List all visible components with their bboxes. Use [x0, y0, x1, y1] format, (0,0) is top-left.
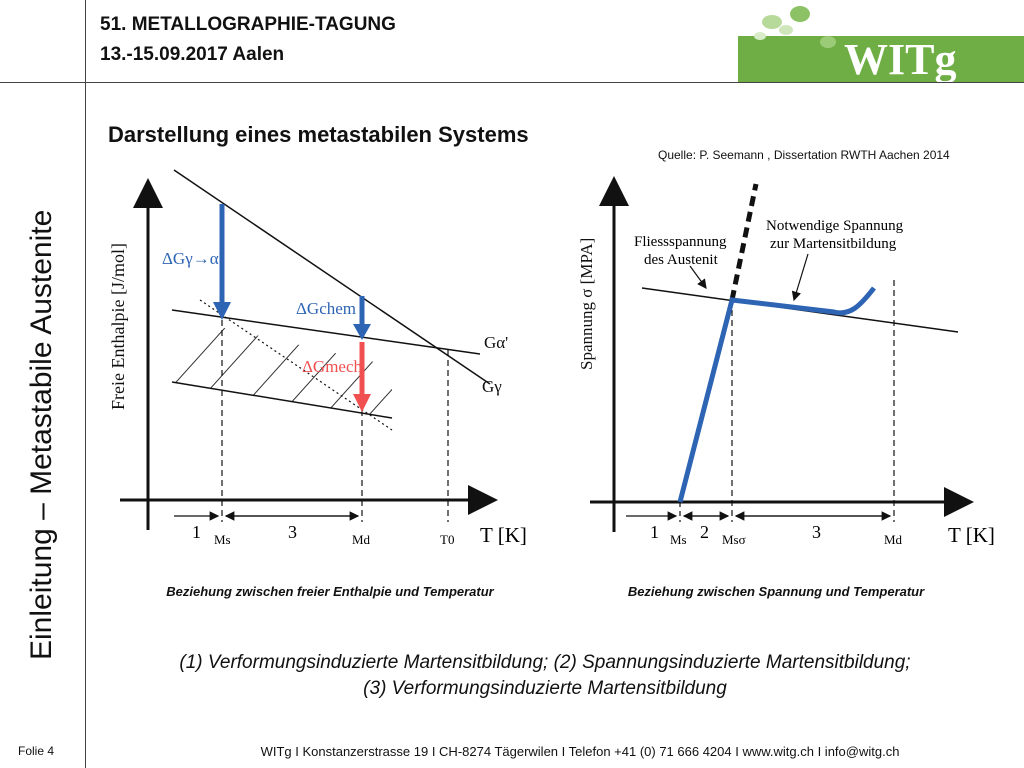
needed-stress-label-1: Notwendige Spannung: [766, 218, 904, 234]
region-2-label: 2: [700, 522, 709, 542]
y-axis-label: Freie Enthalpie [J/mol]: [108, 243, 128, 410]
caption-right: Beziehung zwischen Spannung und Temperat…: [627, 584, 925, 599]
source-note: Quelle: P. Seemann , Dissertation RWTH A…: [658, 148, 950, 162]
conference-title: 51. METALLOGRAPHIE-TAGUNG: [100, 14, 396, 35]
tick-ms: Ms: [214, 532, 231, 547]
g-alpha-label: Gα': [484, 333, 508, 352]
caption-left: Beziehung zwischen freier Enthalpie und …: [166, 584, 494, 599]
stress-diagram: Spannung σ [MPA] Fliessspannung des Aust…: [577, 176, 995, 547]
page-title: Darstellung eines metastabilen Systems: [108, 122, 529, 147]
g-gamma-label: Gγ: [482, 377, 502, 396]
region-3-label: 3: [812, 522, 821, 542]
tick-md: Md: [352, 532, 371, 547]
tick-t0: T0: [440, 532, 454, 547]
region-1-label: 1: [192, 522, 201, 542]
yield-label-1: Fliessspannung: [634, 234, 727, 250]
g-gamma-lower-line: [171, 381, 393, 419]
region-3-label: 3: [288, 522, 297, 542]
tick-ms-sigma: Msσ: [722, 532, 746, 547]
y-axis-label: Spannung σ [MPA]: [577, 238, 596, 370]
dg-chem-label: ΔGchem: [296, 299, 356, 318]
witg-logo: WITg: [738, 6, 1024, 82]
logo-text: WITg: [844, 35, 956, 82]
side-divider: [85, 0, 86, 768]
stress-curve: [677, 286, 876, 503]
footer-contact: WITg I Konstanzerstrasse 19 I CH-8274 Tä…: [260, 744, 900, 759]
yield-label-2: des Austenit: [644, 252, 719, 268]
slide-number: Folie 4: [18, 744, 55, 758]
dotted-line: [199, 299, 393, 431]
x-axis-label: T [K]: [948, 523, 995, 547]
summary-line-1: (1) Verformungsinduzierte Martensitbildu…: [179, 652, 911, 673]
tick-md: Md: [884, 532, 903, 547]
enthalpy-diagram: Freie Enthalpie [J/mol] ΔGγ→α' ΔGchem ΔG…: [108, 169, 527, 547]
transformation-stress-dashed: [729, 183, 759, 301]
tick-ms: Ms: [670, 532, 687, 547]
region-1-label: 1: [650, 522, 659, 542]
dg-total-label: ΔGγ→α': [162, 249, 222, 268]
summary-text: (1) Verformungsinduzierte Martensitbildu…: [100, 650, 990, 702]
dg-mech-label: ΔGmech: [302, 357, 363, 376]
side-title: Einleitung – Metastabile Austenite: [25, 209, 58, 660]
summary-line-2: (3) Verformungsinduzierte Martensitbildu…: [363, 678, 727, 699]
x-axis-label: T [K]: [480, 523, 527, 547]
conference-date: 13.-15.09.2017 Aalen: [100, 44, 285, 65]
needed-stress-label-2: zur Martensitbildung: [770, 236, 897, 252]
header-divider: [0, 82, 1024, 83]
